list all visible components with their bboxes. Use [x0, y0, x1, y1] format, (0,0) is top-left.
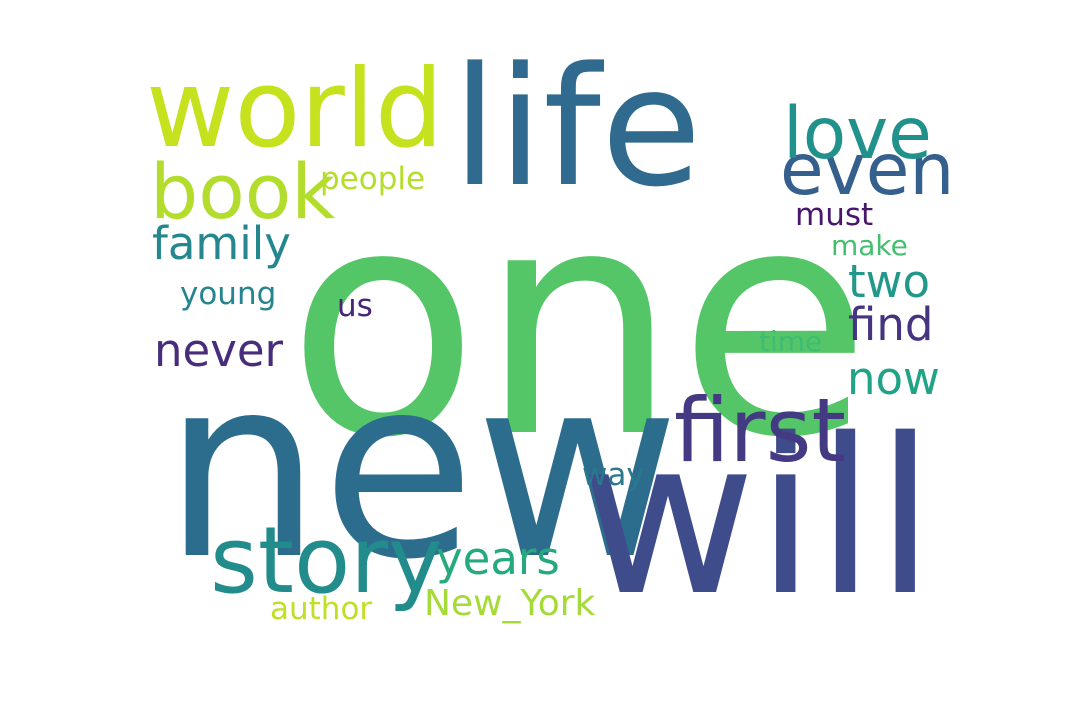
word-first: first: [674, 379, 846, 482]
word-even: even: [780, 128, 955, 211]
word-world: world: [146, 47, 444, 172]
word-book: book: [150, 147, 336, 236]
word-author: author: [270, 591, 373, 627]
word-years: years: [436, 532, 560, 585]
word-new-york: New_York: [424, 583, 596, 624]
word-story: story: [210, 507, 443, 614]
word-one: one: [287, 142, 872, 507]
word-find: find: [848, 298, 934, 351]
word-will: will: [580, 392, 936, 643]
word-family: family: [152, 217, 291, 270]
word-make: make: [831, 229, 908, 262]
word-new: new: [163, 323, 680, 614]
word-now: now: [847, 352, 940, 405]
word-life: life: [452, 32, 702, 223]
word-people: people: [320, 161, 426, 197]
word-time: time: [759, 325, 823, 358]
word-two: two: [848, 255, 930, 308]
word-must: must: [795, 197, 874, 233]
word-young: young: [180, 276, 277, 312]
word-us: us: [337, 288, 373, 324]
word-way: way: [582, 457, 645, 493]
word-never: never: [154, 324, 284, 377]
word-love: love: [783, 92, 932, 175]
